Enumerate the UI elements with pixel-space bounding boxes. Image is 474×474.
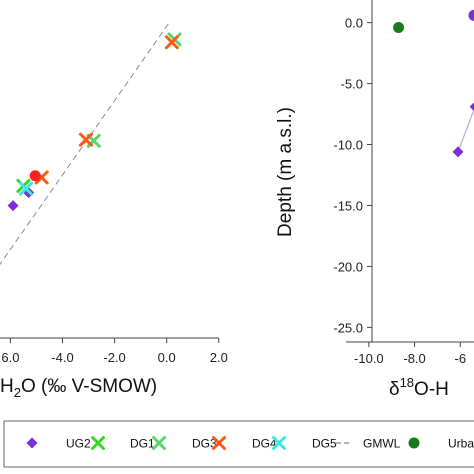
dg4-point xyxy=(78,132,93,147)
left-x-tick-label: -4.0 xyxy=(51,350,73,365)
right-x-tick-label: -8.0 xyxy=(403,351,425,366)
legend-urban-swatch xyxy=(408,437,420,449)
right-x-tick-label: -10.0 xyxy=(354,351,384,366)
legend-ug2-swatch xyxy=(26,437,38,449)
legend-box xyxy=(3,420,474,468)
dg5-point xyxy=(19,181,34,196)
dg4-point xyxy=(164,35,179,50)
legend-dg4-swatch-stroke-b xyxy=(212,436,226,450)
dg4-point-stroke-b xyxy=(78,132,93,147)
urban-depth-point xyxy=(393,22,405,34)
right-x-axis-label: δ18O-H xyxy=(389,375,449,400)
left-x-tick-label: 0.0 xyxy=(158,350,176,365)
right-y-tick-label: -15.0 xyxy=(333,198,363,213)
left-x-tick-label: 6.0 xyxy=(1,350,19,365)
legend-dg1-swatch xyxy=(91,436,105,450)
right-depth-plot: 0.0 -5.0 -10.0 -15.0 -20.0 -25.0 -10.0 -8.0 -6 De… xyxy=(275,0,474,400)
left-x-axis-label-part: O (‰ V-SMOW) xyxy=(21,376,157,397)
right-x-axis-label-sup: 18 xyxy=(400,375,414,390)
left-x-axis-label-sub: 2 xyxy=(14,385,21,400)
legend-dg4-swatch xyxy=(212,436,226,450)
legend: UG2 DG1 DG3 DG4 DG5 GMWL Urban xyxy=(3,420,474,468)
ug2-depth-point xyxy=(469,102,474,112)
left-x-axis-label-part: H xyxy=(0,376,14,397)
right-y-tick-label: 0.0 xyxy=(345,16,363,31)
right-x-axis-label-part: O-H xyxy=(414,379,449,400)
dg4-point-stroke-b xyxy=(34,170,49,185)
right-y-tick-label: -10.0 xyxy=(333,138,363,153)
right-y-axis-label: Depth (m a.s.l.) xyxy=(275,107,296,237)
ug2-point xyxy=(7,200,19,212)
right-y-tick-label: -20.0 xyxy=(333,259,363,274)
red-point xyxy=(29,170,41,182)
legend-gmwl-label: GMWL xyxy=(363,437,401,451)
left-x-axis-label: H2O (‰ V-SMOW) xyxy=(0,376,157,400)
legend-dg5-label: DG5 xyxy=(312,437,337,451)
legend-ug2-label: UG2 xyxy=(66,437,91,451)
right-x-axis-label-part: δ xyxy=(389,379,400,400)
right-y-tick-label: -5.0 xyxy=(341,77,363,92)
gmwl-line xyxy=(0,22,170,266)
legend-dg4-label: DG4 xyxy=(252,437,277,451)
ug2-depth-point xyxy=(452,146,464,158)
legend-dg1-swatch-stroke-b xyxy=(91,436,105,450)
dg5-point-stroke-b xyxy=(19,181,34,196)
legend-dg3-label: DG3 xyxy=(192,437,217,451)
legend-dg3-swatch-stroke-b xyxy=(152,436,166,450)
legend-dg5-swatch-stroke-b xyxy=(272,436,286,450)
legend-dg1-label: DG1 xyxy=(130,437,155,451)
right-y-tick-label: -25.0 xyxy=(333,320,363,335)
left-scatter-plot: 6.0 -4.0 -2.0 0.0 2.0 H2O (‰ V-SMOW) xyxy=(0,22,228,400)
legend-urban-label: Urban xyxy=(448,437,474,451)
legend-dg5-swatch xyxy=(272,436,286,450)
right-x-tick-label: -6 xyxy=(455,351,467,366)
left-x-tick-label: 2.0 xyxy=(210,350,228,365)
ug2-depth-line xyxy=(457,108,474,153)
left-x-tick-label: -2.0 xyxy=(103,350,125,365)
legend-dg3-swatch xyxy=(152,436,166,450)
purple-depth-point xyxy=(468,9,474,21)
dg4-point-stroke-b xyxy=(164,35,179,50)
